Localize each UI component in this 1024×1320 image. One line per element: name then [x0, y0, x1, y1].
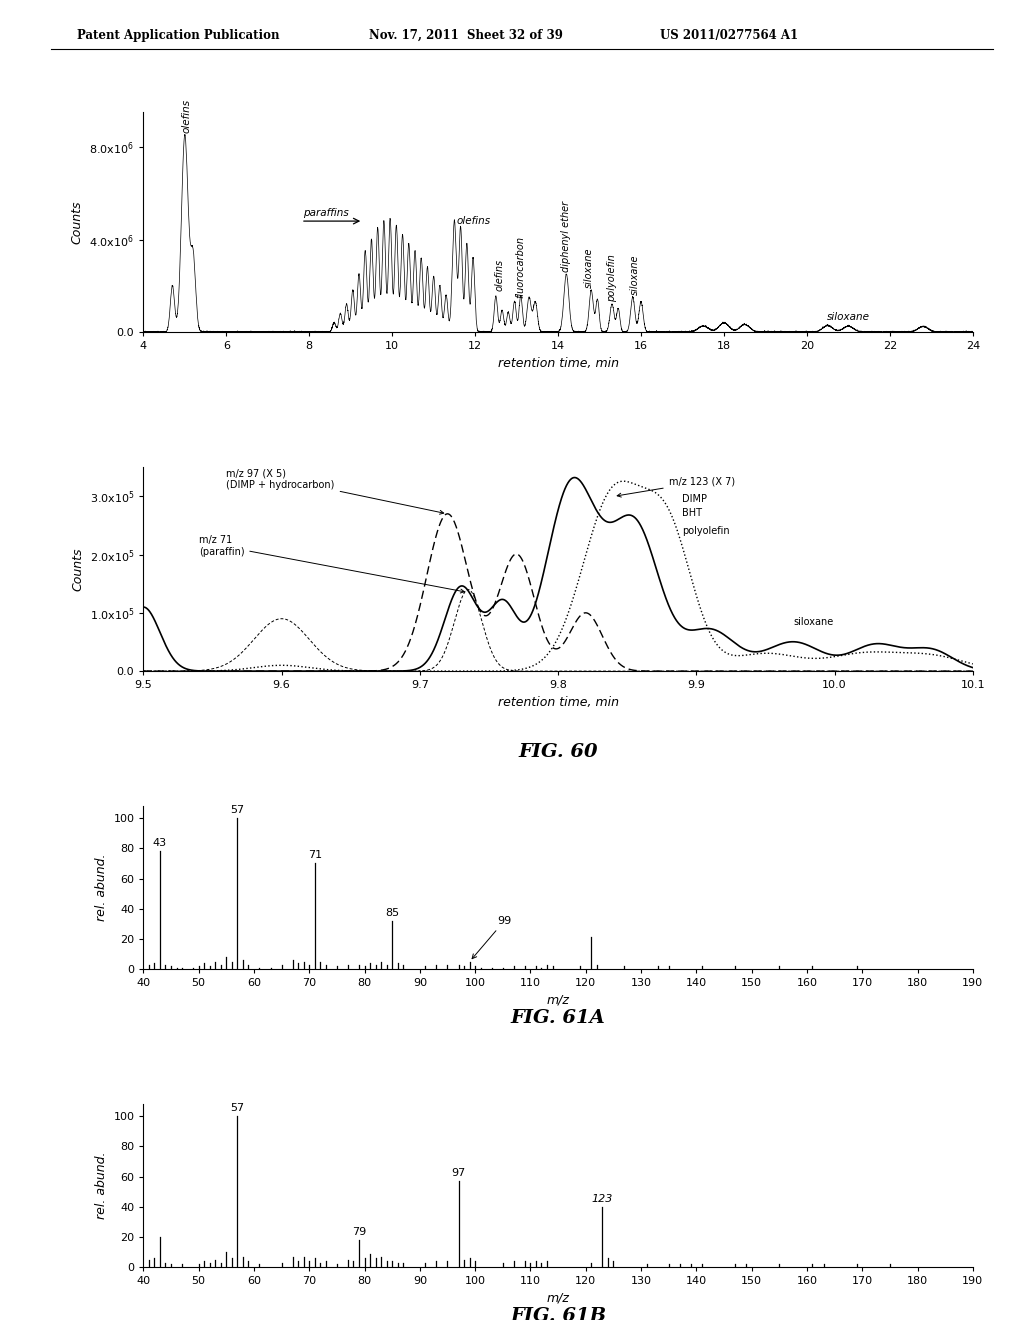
- Y-axis label: rel. abund.: rel. abund.: [95, 854, 108, 921]
- Text: Nov. 17, 2011  Sheet 32 of 39: Nov. 17, 2011 Sheet 32 of 39: [369, 29, 562, 42]
- Y-axis label: rel. abund.: rel. abund.: [95, 1152, 108, 1220]
- Text: paraffins: paraffins: [303, 207, 349, 218]
- Text: 71: 71: [308, 850, 322, 861]
- Text: olefins: olefins: [182, 99, 191, 133]
- Text: polyolefin: polyolefin: [607, 255, 617, 302]
- Text: 57: 57: [230, 1104, 245, 1113]
- Text: 79: 79: [352, 1228, 367, 1237]
- Text: olefins: olefins: [495, 259, 505, 290]
- Text: m/z 123 (X 7): m/z 123 (X 7): [617, 477, 735, 498]
- Text: siloxane: siloxane: [794, 618, 834, 627]
- X-axis label: retention time, min: retention time, min: [498, 696, 618, 709]
- Text: polyolefin: polyolefin: [683, 525, 730, 536]
- Text: fluorocarbon: fluorocarbon: [516, 235, 525, 297]
- X-axis label: m/z: m/z: [547, 994, 569, 1007]
- Text: 85: 85: [385, 908, 399, 917]
- Y-axis label: Counts: Counts: [71, 548, 84, 591]
- Text: 57: 57: [230, 805, 245, 816]
- Text: siloxane: siloxane: [584, 248, 594, 288]
- Text: diphenyl ether: diphenyl ether: [561, 201, 571, 272]
- Y-axis label: Counts: Counts: [71, 201, 84, 244]
- Text: FIG. 61A: FIG. 61A: [511, 1008, 605, 1027]
- Text: DIMP: DIMP: [683, 494, 708, 503]
- Text: Patent Application Publication: Patent Application Publication: [77, 29, 280, 42]
- Text: siloxane: siloxane: [827, 312, 869, 322]
- Text: m/z 97 (X 5)
(DIMP + hydrocarbon): m/z 97 (X 5) (DIMP + hydrocarbon): [226, 469, 443, 515]
- Text: m/z 71
(paraffin): m/z 71 (paraffin): [199, 535, 465, 593]
- Text: siloxane: siloxane: [630, 255, 640, 296]
- X-axis label: m/z: m/z: [547, 1292, 569, 1304]
- Text: FIG. 61B: FIG. 61B: [510, 1307, 606, 1320]
- Text: US 2011/0277564 A1: US 2011/0277564 A1: [660, 29, 799, 42]
- Text: BHT: BHT: [683, 508, 702, 517]
- Text: 123: 123: [592, 1193, 613, 1204]
- X-axis label: retention time, min: retention time, min: [498, 356, 618, 370]
- Text: 43: 43: [153, 838, 167, 849]
- Text: olefins: olefins: [457, 215, 490, 226]
- Text: 97: 97: [452, 1168, 466, 1179]
- Text: FIG. 60: FIG. 60: [518, 743, 598, 760]
- Text: 99: 99: [472, 916, 512, 958]
